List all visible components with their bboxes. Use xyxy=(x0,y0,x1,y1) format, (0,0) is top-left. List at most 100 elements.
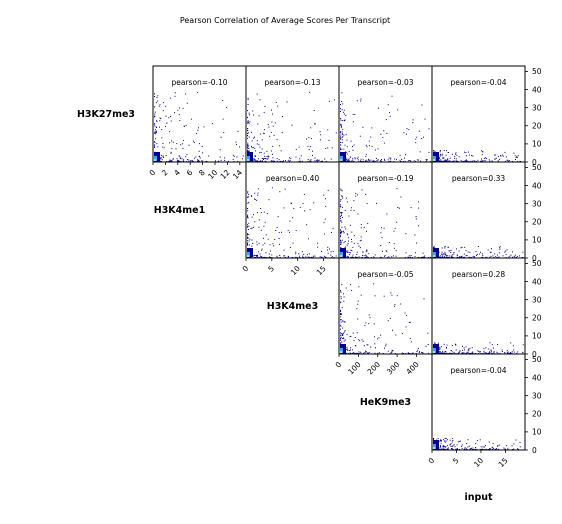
data-point xyxy=(451,441,453,443)
data-point xyxy=(360,236,362,238)
data-point xyxy=(454,446,456,448)
data-point xyxy=(391,256,393,258)
data-point xyxy=(314,123,316,125)
data-point xyxy=(343,148,345,150)
data-point xyxy=(306,138,307,140)
data-point xyxy=(320,134,322,136)
data-point xyxy=(283,207,285,209)
data-point xyxy=(341,92,343,94)
data-point xyxy=(219,156,221,158)
data-point xyxy=(511,445,513,447)
data-point xyxy=(298,160,300,162)
data-point xyxy=(159,160,161,162)
data-point xyxy=(453,160,455,162)
data-point xyxy=(281,231,282,233)
data-point xyxy=(483,446,485,448)
data-point xyxy=(365,155,367,157)
data-point xyxy=(256,143,258,145)
data-point xyxy=(499,248,501,250)
data-point xyxy=(421,138,423,139)
data-point xyxy=(439,440,441,442)
data-point xyxy=(437,437,439,439)
data-point xyxy=(314,160,316,162)
data-point xyxy=(516,256,517,258)
data-point xyxy=(340,132,341,134)
data-point xyxy=(380,245,382,247)
data-point xyxy=(519,160,521,162)
data-point xyxy=(438,448,440,450)
data-point xyxy=(171,148,173,150)
data-point xyxy=(442,350,444,352)
data-point xyxy=(261,249,263,251)
data-point xyxy=(340,319,342,321)
data-point xyxy=(464,349,465,351)
data-point xyxy=(444,440,446,442)
pearson-label: pearson=-0.04 xyxy=(451,366,507,375)
data-point xyxy=(343,232,345,234)
data-point xyxy=(247,233,248,235)
data-point xyxy=(420,160,422,162)
data-point xyxy=(256,199,258,201)
pearson-label: pearson=-0.03 xyxy=(358,78,414,87)
data-point xyxy=(374,254,376,256)
data-point xyxy=(284,255,286,257)
data-point xyxy=(261,148,263,150)
data-point xyxy=(276,256,278,258)
data-point xyxy=(368,352,370,354)
data-point xyxy=(161,137,163,139)
data-point xyxy=(156,130,157,132)
data-point xyxy=(276,255,278,257)
data-point xyxy=(451,448,453,450)
data-point xyxy=(517,448,518,450)
data-point xyxy=(264,158,266,159)
data-point xyxy=(522,344,524,346)
data-point xyxy=(182,148,184,149)
data-point xyxy=(352,332,354,334)
data-point xyxy=(441,251,443,253)
data-point xyxy=(190,118,192,120)
data-point xyxy=(263,133,265,134)
data-point xyxy=(448,250,450,252)
data-point xyxy=(293,207,295,209)
data-point xyxy=(472,351,474,353)
data-point xyxy=(169,142,171,144)
data-point xyxy=(456,248,457,250)
data-point xyxy=(203,126,205,128)
data-point xyxy=(260,229,262,231)
data-point xyxy=(248,225,250,227)
data-point xyxy=(388,256,390,258)
data-point xyxy=(350,284,352,286)
data-point xyxy=(423,256,425,258)
data-point xyxy=(262,160,263,162)
data-point xyxy=(510,342,512,344)
data-point xyxy=(445,440,447,442)
data-point xyxy=(483,157,485,159)
data-point xyxy=(294,256,296,258)
y-tick-label: 30 xyxy=(532,391,542,400)
data-point xyxy=(347,250,349,252)
data-point xyxy=(374,149,376,151)
data-point xyxy=(406,133,407,135)
data-point xyxy=(352,113,354,115)
data-point xyxy=(265,157,266,159)
data-point xyxy=(397,109,399,111)
data-point xyxy=(502,154,504,156)
data-point xyxy=(359,135,361,137)
data-point xyxy=(463,253,465,255)
data-point xyxy=(342,327,344,329)
data-point xyxy=(482,446,484,448)
data-point xyxy=(504,151,506,153)
data-point xyxy=(219,149,221,151)
density-max xyxy=(247,159,249,161)
y-tick-label: 0 xyxy=(532,350,537,359)
data-point xyxy=(175,148,177,150)
data-point xyxy=(360,294,362,296)
data-point xyxy=(346,348,348,350)
y-tick-label: 30 xyxy=(532,199,542,208)
data-point xyxy=(482,448,484,450)
data-point xyxy=(344,209,346,211)
data-point xyxy=(312,154,313,156)
x-tick-label: 15 xyxy=(497,456,510,469)
data-point xyxy=(324,158,326,160)
y-axis: 0 10 20 30 40 50 xyxy=(525,163,542,263)
